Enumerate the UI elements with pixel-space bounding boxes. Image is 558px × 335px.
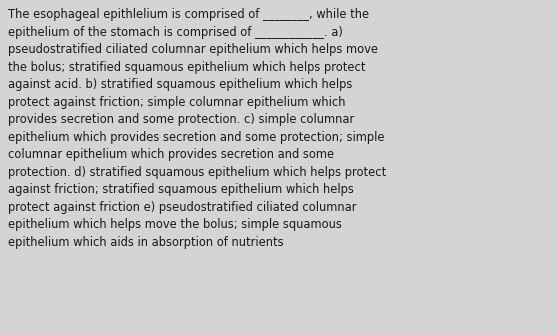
Text: The esophageal epithlelium is comprised of ________, while the
epithelium of the: The esophageal epithlelium is comprised … [8,8,387,249]
